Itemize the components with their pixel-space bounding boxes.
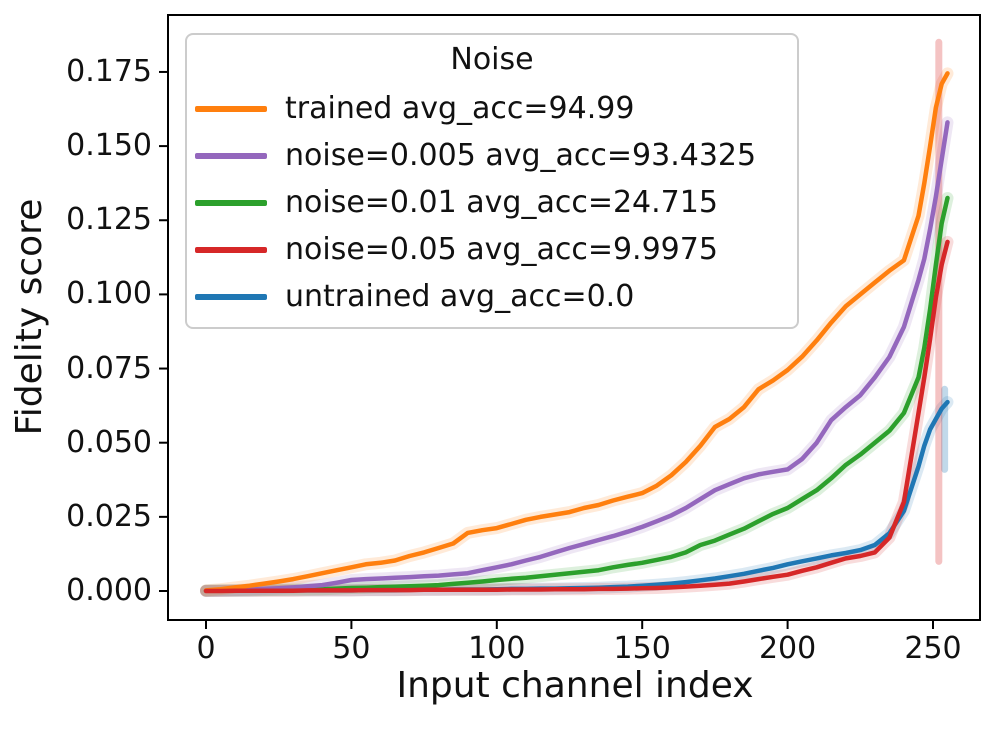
legend-label-trained: trained avg_acc=94.99 — [285, 90, 635, 126]
legend-swatch-noise-0.01 — [195, 199, 267, 206]
legend: Noise trained avg_acc=94.99 noise=0.005 … — [185, 33, 799, 329]
legend-row-noise-0.05: noise=0.05 avg_acc=9.9975 — [187, 226, 797, 273]
legend-row-untrained: untrained avg_acc=0.0 — [187, 273, 797, 320]
legend-swatch-noise-0.05 — [195, 246, 267, 253]
x-tick-label: 0 — [196, 631, 216, 666]
y-tick-label: 0.025 — [66, 498, 152, 534]
y-tick-label: 0.175 — [66, 53, 152, 89]
x-tick-label: 250 — [904, 631, 962, 666]
series-line-trained — [203, 71, 950, 593]
legend-label-untrained: untrained avg_acc=0.0 — [285, 278, 635, 314]
y-tick-label: 0.100 — [66, 276, 152, 312]
axes-spines — [167, 14, 981, 621]
legend-title: Noise — [450, 42, 534, 77]
series-line-noise-0.005 — [203, 120, 950, 593]
x-tick-label: 150 — [613, 631, 671, 666]
y-tick-label: 0.150 — [66, 128, 152, 164]
legend-row-noise-0.005: noise=0.005 avg_acc=93.4325 — [187, 132, 797, 179]
x-tick-label: 100 — [468, 631, 526, 666]
legend-label-noise-0.05: noise=0.05 avg_acc=9.9975 — [285, 231, 718, 267]
legend-label-noise-0.01: noise=0.01 avg_acc=24.715 — [285, 184, 718, 220]
legend-row-trained: trained avg_acc=94.99 — [187, 85, 797, 132]
y-tick-label: 0.000 — [66, 573, 152, 608]
legend-swatch-untrained — [195, 293, 267, 300]
y-tick-label: 0.050 — [66, 424, 152, 460]
y-tick-label: 0.125 — [66, 202, 152, 238]
x-axis-label: Input channel index — [396, 665, 754, 706]
legend-swatch-noise-0.005 — [195, 152, 267, 159]
legend-swatch-trained — [195, 105, 267, 112]
legend-row-noise-0.01: noise=0.01 avg_acc=24.715 — [187, 179, 797, 226]
y-axis-label: Fidelity score — [9, 198, 50, 436]
legend-label-noise-0.005: noise=0.005 avg_acc=93.4325 — [285, 137, 757, 173]
series-line-noise-0.05 — [203, 239, 950, 594]
x-tick-label: 50 — [332, 631, 371, 666]
x-tick-label: 200 — [758, 631, 817, 666]
y-tick-label: 0.075 — [66, 350, 152, 386]
